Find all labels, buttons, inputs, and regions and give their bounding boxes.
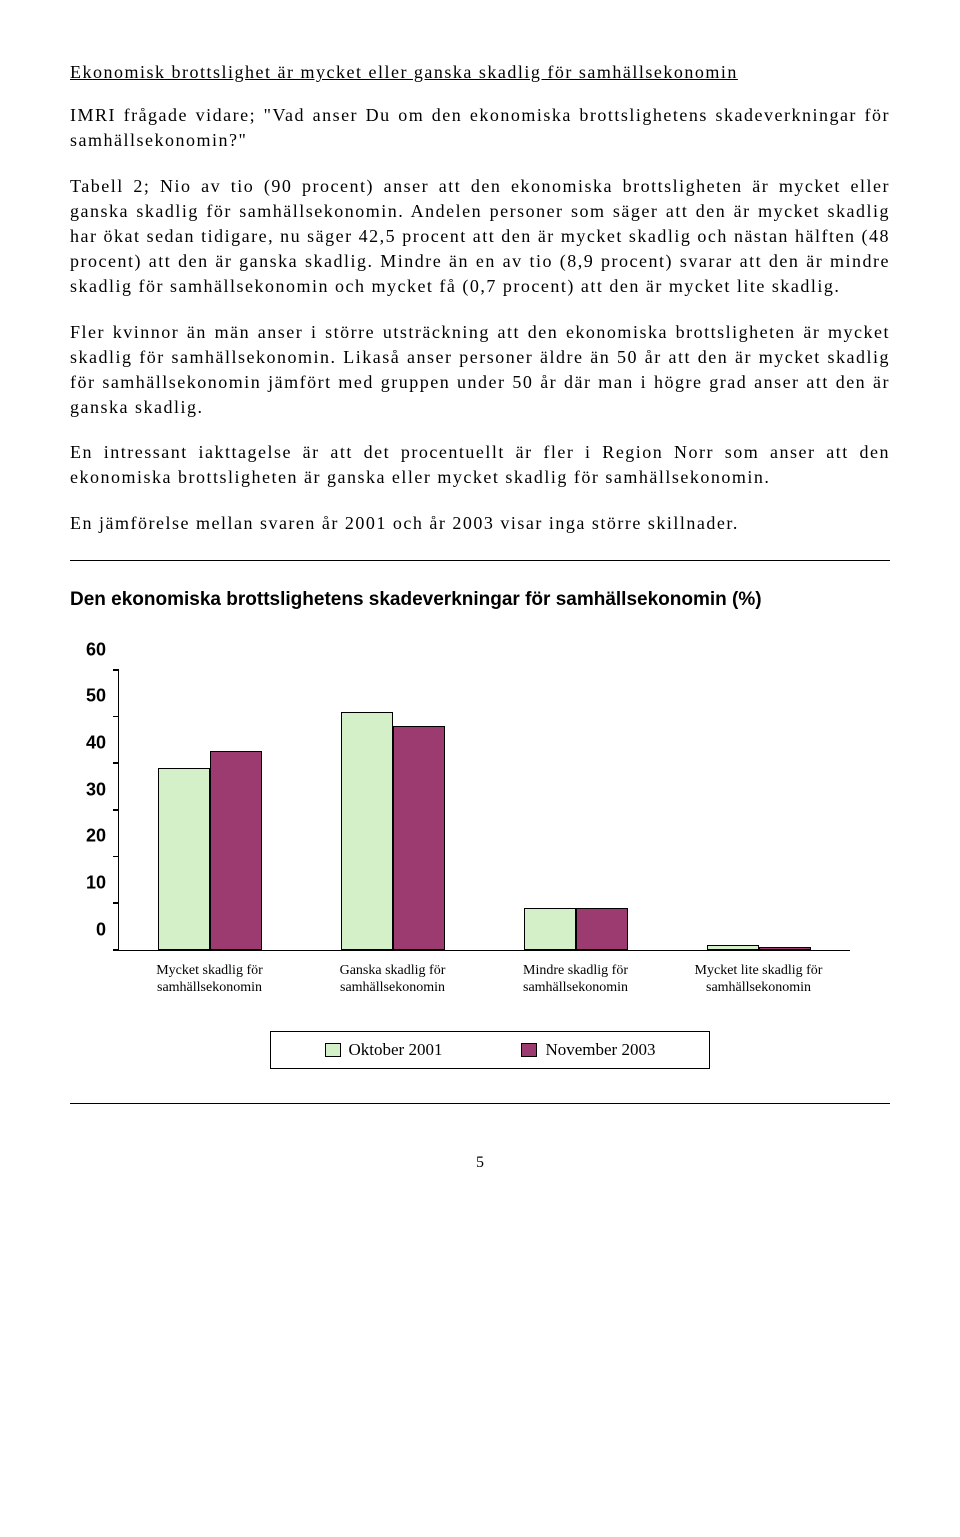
y-tick [113, 762, 119, 764]
x-category-label: Mindre skadlig för samhällsekonomin [484, 962, 667, 997]
y-tick [113, 856, 119, 858]
y-tick [113, 809, 119, 811]
y-tick-label: 60 [86, 639, 106, 660]
bar-group [485, 671, 668, 950]
bar [524, 908, 576, 950]
divider-top [70, 560, 890, 561]
bar-groups [119, 671, 850, 950]
paragraph-2: Tabell 2; Nio av tio (90 procent) anser … [70, 174, 890, 300]
y-tick-label: 10 [86, 873, 106, 894]
x-axis-labels: Mycket skadlig för samhällsekonominGansk… [118, 962, 850, 997]
legend-item-2001: Oktober 2001 [325, 1040, 443, 1060]
divider-bottom [70, 1103, 890, 1104]
legend-item-2003: November 2003 [521, 1040, 655, 1060]
bar-group [667, 671, 850, 950]
bar-group [119, 671, 302, 950]
x-category-label: Ganska skadlig för samhällsekonomin [301, 962, 484, 997]
legend-swatch-2001 [325, 1043, 341, 1057]
bar [707, 945, 759, 950]
y-tick [113, 716, 119, 718]
y-tick-label: 30 [86, 779, 106, 800]
page-number: 5 [70, 1154, 890, 1172]
bar [576, 908, 628, 950]
legend-swatch-2003 [521, 1043, 537, 1057]
chart-container: 0102030405060 Mycket skadlig för samhäll… [70, 671, 890, 1069]
y-tick-label: 40 [86, 733, 106, 754]
bar-group [302, 671, 485, 950]
legend-label-2001: Oktober 2001 [349, 1040, 443, 1060]
paragraph-3: Fler kvinnor än män anser i större utstr… [70, 320, 890, 421]
paragraph-5: En jämförelse mellan svaren år 2001 och … [70, 511, 890, 536]
bar [210, 751, 262, 949]
bar [393, 726, 445, 950]
paragraph-1: IMRI frågade vidare; "Vad anser Du om de… [70, 103, 890, 153]
y-tick-label: 50 [86, 686, 106, 707]
bar [759, 947, 811, 950]
chart-title: Den ekonomiska brottslighetens skadeverk… [70, 589, 890, 611]
y-tick [113, 902, 119, 904]
legend-label-2003: November 2003 [545, 1040, 655, 1060]
y-tick-label: 0 [96, 919, 106, 940]
plot-area [118, 671, 850, 951]
bar [158, 768, 210, 950]
y-tick [113, 669, 119, 671]
y-tick-label: 20 [86, 826, 106, 847]
y-tick [113, 949, 119, 951]
x-category-label: Mycket skadlig för samhällsekonomin [118, 962, 301, 997]
bar [341, 712, 393, 950]
section-heading: Ekonomisk brottslighet är mycket eller g… [70, 60, 890, 85]
chart-legend: Oktober 2001 November 2003 [270, 1031, 710, 1069]
bar-chart: 0102030405060 Mycket skadlig för samhäll… [110, 671, 850, 991]
paragraph-4: En intressant iakttagelse är att det pro… [70, 440, 890, 490]
x-category-label: Mycket lite skadlig för samhällsekonomin [667, 962, 850, 997]
y-axis: 0102030405060 [82, 671, 110, 991]
